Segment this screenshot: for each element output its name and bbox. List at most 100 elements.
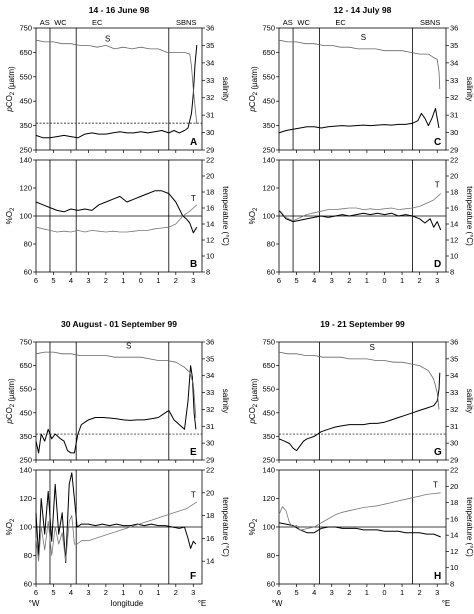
y-tick-label: 80	[24, 240, 32, 249]
series-annotation-t: T	[191, 491, 196, 500]
x-tick-label: 1	[156, 588, 160, 597]
y2-tick-label: 31	[206, 111, 214, 120]
y-tick-label: 750	[262, 24, 275, 33]
y-tick-label: 120	[262, 184, 275, 193]
y2-tick-label: 36	[206, 24, 214, 33]
y2-axis-label: temperature (°C)	[221, 497, 230, 557]
y-tick-label: 450	[262, 408, 275, 417]
y2-tick-label: 10	[206, 252, 214, 261]
panel-letter: C	[434, 137, 441, 148]
x-tick-label: 3	[191, 588, 195, 597]
y2-tick-label: 30	[450, 128, 458, 137]
y-tick-label: 140	[19, 156, 32, 165]
y2-tick-label: 35	[450, 354, 458, 363]
y2-tick-label: 30	[450, 439, 458, 448]
y-tick-label: 60	[267, 268, 275, 277]
y-tick-label: 550	[262, 385, 275, 394]
y2-tick-label: 20	[206, 488, 214, 497]
x-tick-label: 6	[277, 276, 281, 285]
y2-tick-label: 22	[206, 466, 214, 475]
y-tick-label: 60	[24, 580, 32, 589]
y2-tick-label: 20	[450, 482, 458, 491]
y-tick-label: 100	[262, 212, 275, 221]
x-tick-label: 1	[365, 588, 369, 597]
y-tick-label: 120	[19, 184, 32, 193]
y2-tick-label: 18	[450, 498, 458, 507]
y2-tick-label: 34	[450, 371, 458, 380]
y-axis-label: pCO2 (µatm)	[5, 66, 16, 113]
region-label-wc: WC	[54, 18, 67, 27]
region-label-as: AS	[40, 18, 50, 27]
y2-tick-label: 31	[450, 111, 458, 120]
y2-tick-label: 35	[206, 41, 214, 50]
y2-tick-label: 32	[206, 93, 214, 102]
y2-tick-label: 8	[450, 580, 454, 589]
x-tick-label: 3	[435, 588, 439, 597]
y-axis-label: pCO2 (µatm)	[248, 66, 259, 113]
y-tick-label: 80	[267, 551, 275, 560]
x-west-label: °W	[29, 599, 40, 608]
panel-letter: G	[434, 447, 442, 458]
y-tick-label: 60	[24, 268, 32, 277]
x-tick-label: 5	[51, 588, 55, 597]
series-line-right-axis	[278, 39, 441, 90]
x-tick-label: 4	[312, 276, 316, 285]
y-tick-label: 550	[19, 72, 32, 81]
y2-tick-label: 22	[450, 156, 458, 165]
panel-title: 14 - 16 June 98	[89, 5, 150, 15]
y2-tick-label: 33	[206, 388, 214, 397]
y2-tick-label: 35	[450, 41, 458, 50]
x-tick-label: 1	[365, 276, 369, 285]
x-tick-label: 2	[347, 588, 351, 597]
series-line-left-axis	[35, 45, 198, 139]
x-tick-label: 3	[86, 588, 90, 597]
y2-tick-label: 10	[450, 252, 458, 261]
x-tick-label: 0	[139, 276, 143, 285]
series-line-left-axis	[278, 210, 442, 231]
y2-tick-label: 32	[206, 405, 214, 414]
y2-tick-label: 29	[450, 456, 458, 465]
y-tick-label: 100	[19, 212, 32, 221]
region-label-ec: EC	[92, 18, 103, 27]
series-annotation-t: T	[191, 194, 196, 203]
y2-tick-label: 29	[450, 146, 458, 155]
y2-tick-label: 20	[206, 172, 214, 181]
series-annotation-s: S	[105, 35, 110, 44]
y-tick-label: 650	[19, 48, 32, 57]
x-tick-label: 6	[34, 276, 38, 285]
y2-tick-label: 32	[450, 405, 458, 414]
y2-axis-label: salinity	[465, 389, 474, 413]
panel-e: 30 August - 01 September 99 250 350 450 550 6…	[5, 319, 230, 465]
panel-title: 30 August - 01 September 99	[61, 319, 177, 329]
y2-tick-label: 33	[450, 76, 458, 85]
y-tick-label: 550	[262, 72, 275, 81]
y2-tick-label: 16	[450, 204, 458, 213]
y2-tick-label: 16	[206, 204, 214, 213]
region-label-sbns: SBNS	[420, 18, 440, 27]
series-line-right-axis	[278, 193, 441, 222]
y-tick-label: 650	[19, 361, 32, 370]
y-tick-label: 250	[19, 456, 32, 465]
region-label-wc: WC	[297, 18, 310, 27]
y2-tick-label: 14	[450, 531, 458, 540]
y-tick-label: 100	[262, 523, 275, 532]
x-tick-label: 0	[382, 276, 386, 285]
panel-letter: H	[434, 571, 441, 582]
y2-tick-label: 34	[450, 58, 458, 67]
y2-axis-label: temperature (°C)	[465, 186, 474, 246]
x-tick-label: 4	[69, 588, 73, 597]
y2-tick-label: 14	[206, 557, 214, 566]
y2-tick-label: 20	[450, 172, 458, 181]
x-tick-label: 5	[294, 588, 298, 597]
y2-tick-label: 16	[450, 514, 458, 523]
x-west-label: °W	[272, 599, 283, 608]
y-tick-label: 120	[19, 494, 32, 503]
x-tick-label: 2	[418, 276, 422, 285]
y-axis-label: pCO2 (µatm)	[5, 378, 16, 425]
x-tick-label: 1	[121, 276, 125, 285]
series-line-right-axis	[278, 492, 441, 531]
x-tick-label: 5	[294, 276, 298, 285]
y2-tick-label: 36	[206, 338, 214, 347]
